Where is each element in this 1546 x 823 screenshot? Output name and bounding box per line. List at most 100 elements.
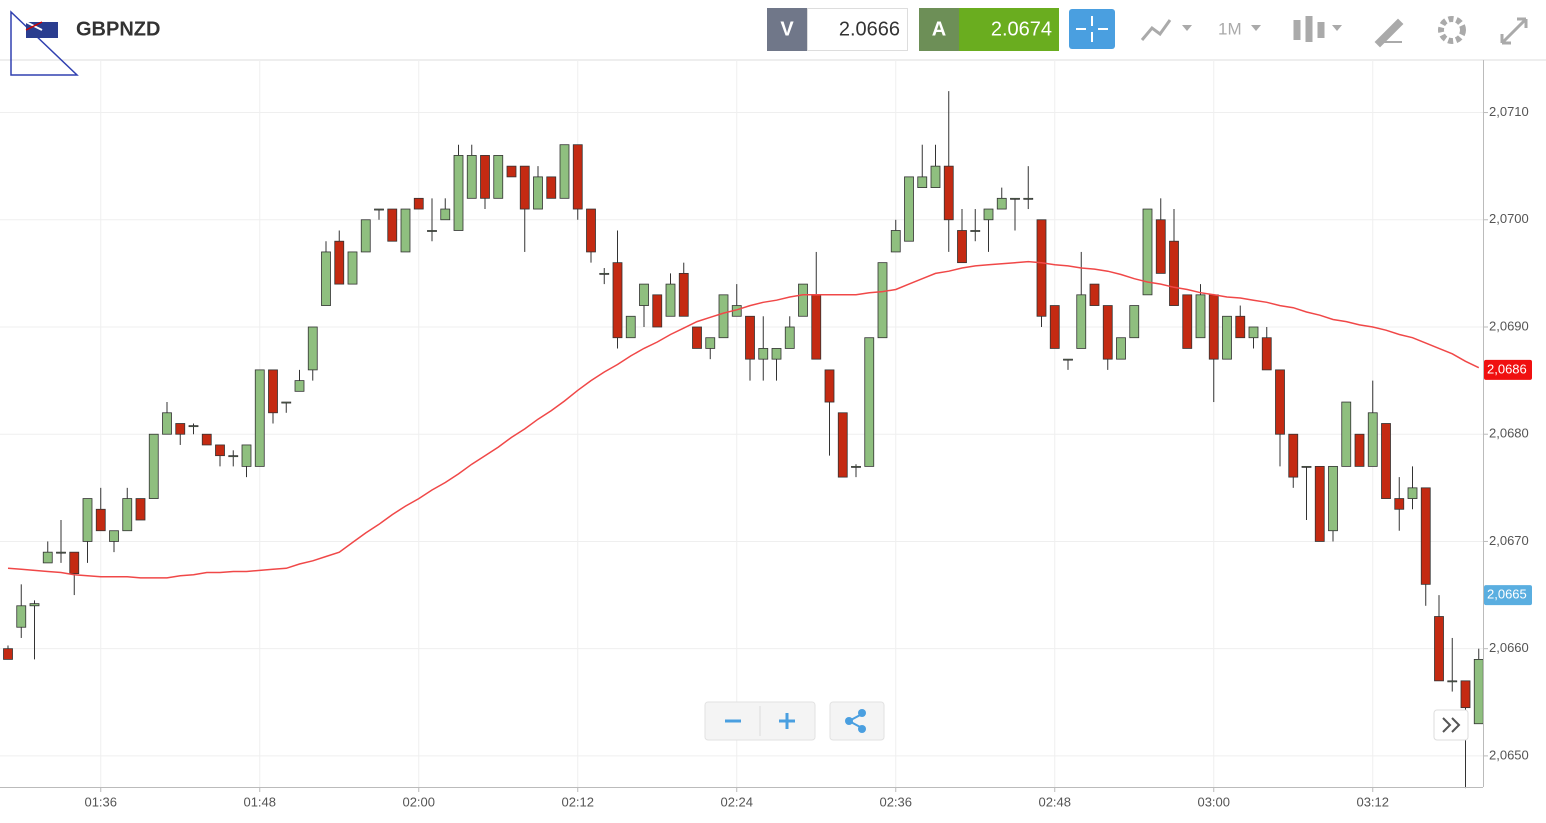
candle-body bbox=[665, 283, 676, 317]
candle-body bbox=[1102, 305, 1113, 360]
candle-body bbox=[1076, 294, 1087, 349]
candle-body bbox=[1155, 219, 1166, 274]
x-tick-label: 02:36 bbox=[879, 794, 912, 809]
candle-body bbox=[1222, 315, 1232, 360]
candle-body bbox=[811, 294, 822, 360]
candle-body bbox=[1116, 337, 1126, 360]
sell-label: V bbox=[780, 18, 794, 40]
crosshair-icon bbox=[1076, 16, 1108, 42]
symbol: GBPNZD bbox=[76, 18, 160, 40]
candle-body bbox=[1354, 433, 1365, 467]
candle-body bbox=[1182, 294, 1193, 349]
candle-body bbox=[824, 369, 835, 403]
candle-body bbox=[1063, 358, 1073, 361]
price-label: 2,0686 bbox=[1487, 361, 1527, 376]
candle-body bbox=[546, 176, 557, 199]
scroll-end-icon bbox=[1442, 717, 1461, 733]
candle-body bbox=[983, 208, 994, 221]
candle-body bbox=[1142, 208, 1153, 296]
candle-body bbox=[1023, 197, 1034, 200]
candle-body bbox=[1036, 219, 1047, 317]
candle-body bbox=[771, 348, 782, 360]
candle-body bbox=[1235, 315, 1246, 339]
dropdown bbox=[1251, 25, 1261, 31]
y-tick-label: 2,0700 bbox=[1489, 211, 1529, 226]
candle-body bbox=[42, 551, 53, 564]
fullscreen-icon[interactable] bbox=[1500, 17, 1528, 45]
candle-body bbox=[1301, 465, 1312, 468]
candle-body bbox=[917, 176, 928, 189]
share-dot bbox=[858, 725, 866, 733]
candle-body bbox=[440, 208, 451, 221]
candle-body bbox=[427, 230, 437, 232]
candle-body bbox=[890, 230, 901, 253]
price-label-box bbox=[1484, 585, 1532, 606]
zoom-in[interactable] bbox=[779, 713, 795, 729]
buy-button[interactable] bbox=[919, 8, 959, 51]
draw-icon[interactable] bbox=[1374, 18, 1404, 48]
candle-body bbox=[692, 326, 702, 349]
price-label: 2,0665 bbox=[1487, 587, 1527, 602]
y-tick-label: 2,0690 bbox=[1489, 318, 1529, 333]
candle-body bbox=[678, 272, 689, 317]
candle-body bbox=[1460, 680, 1471, 709]
sell-price: 2.0666 bbox=[839, 18, 900, 40]
candle-body bbox=[268, 369, 278, 414]
chart-type-icon[interactable] bbox=[1140, 19, 1172, 41]
candle-body bbox=[122, 498, 133, 532]
candle-body bbox=[1367, 412, 1378, 467]
candle-body bbox=[201, 433, 212, 446]
candle-body bbox=[281, 401, 292, 404]
sell-button[interactable] bbox=[767, 8, 807, 51]
candle-body bbox=[109, 530, 119, 542]
candle-body bbox=[1275, 369, 1285, 435]
sell-price-box[interactable] bbox=[807, 8, 908, 51]
buy-price-box[interactable] bbox=[959, 8, 1059, 51]
candle-body bbox=[1473, 658, 1484, 725]
candle-body bbox=[572, 144, 583, 210]
candle-body bbox=[837, 412, 848, 478]
candle-body bbox=[1089, 283, 1100, 306]
candle-body bbox=[1248, 326, 1259, 339]
candle-body bbox=[1129, 305, 1140, 339]
crosshair-button[interactable] bbox=[1069, 9, 1115, 49]
candle-body bbox=[718, 294, 729, 339]
timeframe[interactable]: 1M bbox=[1218, 19, 1242, 38]
candle-body bbox=[1407, 487, 1418, 499]
candle-body bbox=[1208, 294, 1219, 360]
candle-body bbox=[82, 498, 93, 542]
x-tick-label: 03:00 bbox=[1197, 794, 1230, 809]
candle-body bbox=[625, 315, 636, 339]
y-tick-label: 2,0680 bbox=[1489, 426, 1529, 441]
candle-body bbox=[506, 165, 517, 178]
candle-body bbox=[1394, 498, 1405, 510]
candle-body bbox=[16, 605, 27, 628]
dropdown bbox=[1182, 25, 1192, 31]
candle-body bbox=[241, 444, 252, 467]
candle-body bbox=[586, 208, 596, 253]
candle-body bbox=[864, 337, 875, 467]
candle-body bbox=[533, 176, 543, 210]
candle-body bbox=[347, 251, 358, 285]
settings-icon[interactable] bbox=[1438, 16, 1466, 44]
candle-body bbox=[148, 433, 159, 499]
candle-body bbox=[758, 348, 769, 360]
candle-body bbox=[254, 369, 265, 467]
candle-body bbox=[1420, 487, 1431, 585]
candle-body bbox=[705, 337, 716, 349]
candle-body bbox=[360, 219, 371, 253]
candle-body bbox=[559, 144, 570, 199]
candle-body bbox=[29, 603, 40, 607]
x-tick-label: 02:12 bbox=[561, 794, 594, 809]
candle-body bbox=[387, 208, 398, 242]
candle-body bbox=[1341, 401, 1352, 467]
candle-body bbox=[1328, 465, 1338, 532]
share-button[interactable] bbox=[829, 701, 885, 741]
candle-body bbox=[1381, 423, 1391, 499]
candle-body bbox=[1261, 337, 1272, 371]
indicator-icon[interactable] bbox=[1293, 16, 1325, 42]
x-tick-label: 02:00 bbox=[402, 794, 435, 809]
dropdown bbox=[1332, 25, 1342, 31]
candle-body bbox=[851, 465, 861, 468]
